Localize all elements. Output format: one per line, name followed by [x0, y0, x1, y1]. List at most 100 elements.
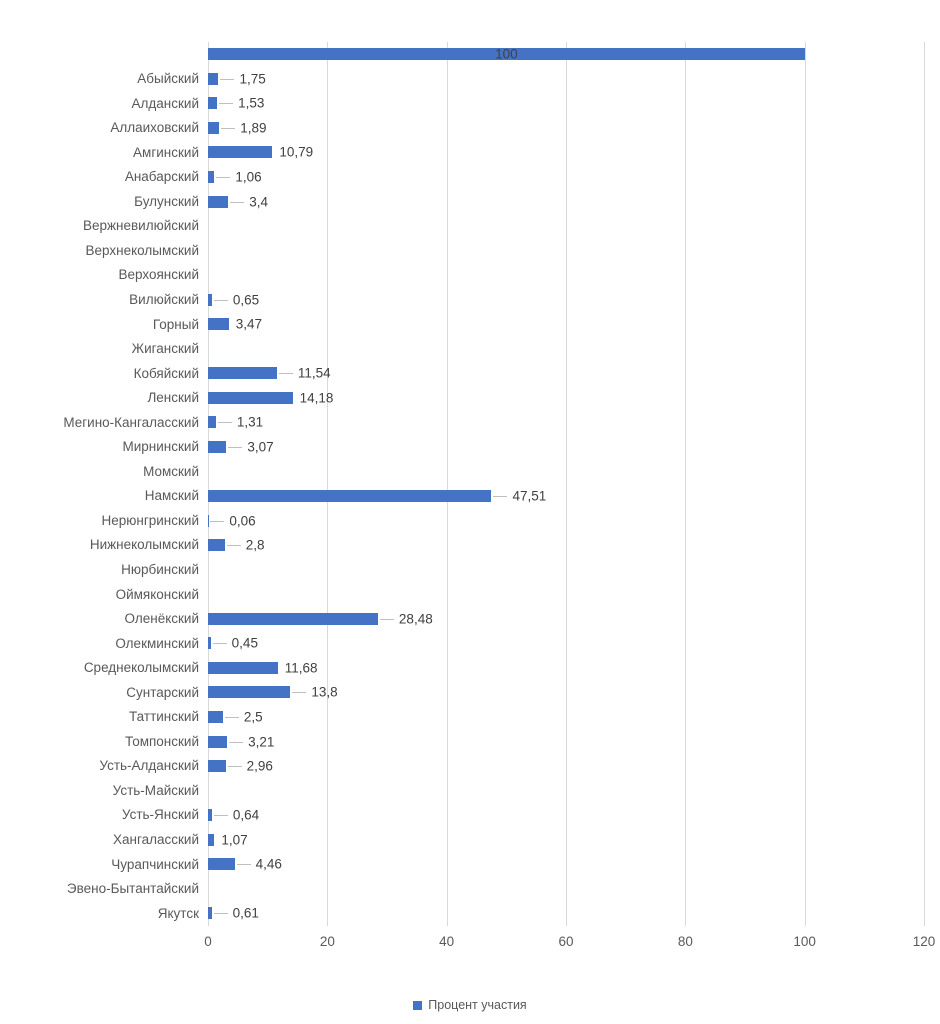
leader-line [217, 422, 232, 424]
bar-area [208, 557, 924, 582]
x-tick-label: 60 [558, 934, 574, 949]
value-label: 4,46 [255, 856, 282, 872]
value-label: 3,47 [235, 316, 262, 332]
leader-line [278, 373, 293, 375]
leader-line [292, 692, 307, 694]
bar-area: 28,48 [208, 607, 924, 632]
chart-row: Якутск 0,61 [0, 901, 924, 926]
value-label: 13,8 [311, 684, 338, 700]
value-label: 1,75 [239, 71, 266, 87]
leader-line [229, 741, 244, 743]
category-label: Усть-Майский [112, 782, 199, 798]
value-label: 3,4 [249, 193, 269, 209]
legend-label: Процент участия [428, 998, 527, 1012]
plot-area [208, 42, 925, 926]
bar-area [208, 582, 924, 607]
category-label: Булунский [134, 193, 199, 209]
gridline [924, 42, 925, 926]
category-label: Кобяйский [133, 365, 199, 381]
leader-line [213, 815, 228, 817]
chart-row: Вилюйский 0,65 [0, 287, 924, 312]
bar-area: 3,07 [208, 435, 924, 460]
value-label: 0,06 [229, 512, 256, 528]
leader-line [493, 496, 508, 498]
x-tick-label: 80 [677, 934, 693, 949]
bar [208, 735, 228, 748]
category-label: Таттинский [129, 709, 199, 725]
gridline [327, 42, 329, 926]
category-label: Амгинский [133, 144, 199, 160]
chart-row: Верхнеколымский [0, 238, 924, 263]
category-label: Аллаиховский [110, 120, 199, 136]
category-label: Мегино-Кангаласский [63, 414, 199, 430]
bar [208, 48, 805, 61]
bar-area: 1,53 [208, 91, 924, 116]
bar-area [208, 337, 924, 362]
category-label: Вержневилюйский [82, 218, 199, 234]
leader-line [227, 766, 242, 768]
value-label: 1,06 [235, 169, 262, 185]
bar [208, 490, 492, 503]
bar [208, 612, 378, 625]
leader-line [226, 545, 241, 547]
chart-row: Вержневилюйский [0, 214, 924, 239]
chart-row: Анабарский 1,06 [0, 165, 924, 190]
bar [208, 760, 226, 773]
category-label: Намский [144, 488, 199, 504]
value-label: 3,07 [247, 439, 274, 455]
gridline [208, 42, 209, 926]
value-label: 14,18 [299, 390, 334, 406]
bar-area: 11,54 [208, 361, 924, 386]
x-tick-label: 40 [439, 934, 455, 949]
leader-line [379, 618, 394, 620]
bar-area: 0,45 [208, 631, 924, 656]
bar-area: 0,06 [208, 508, 924, 533]
value-label: 10,79 [279, 144, 314, 160]
value-label: 0,61 [232, 905, 259, 921]
x-tick-label: 20 [319, 934, 335, 949]
leader-line [216, 177, 231, 178]
chart-row: Абыйский 1,75 [0, 67, 924, 92]
x-axis: 0 20 40 60 80 100 120 [0, 935, 940, 951]
x-tick-label: 0 [204, 934, 212, 949]
leader-line [220, 78, 235, 80]
chart-row: Булунский 3,4 [0, 189, 924, 214]
bar [208, 833, 215, 846]
legend: Процент участия [0, 999, 940, 1012]
bar-area: 11,68 [208, 656, 924, 681]
bar-area [208, 459, 924, 484]
chart-row: Усть-Майский [0, 778, 924, 803]
category-label: Оленёкский [124, 611, 200, 627]
bar [208, 318, 229, 331]
bar-area: 13,8 [208, 680, 924, 705]
chart-row: Оймяконский [0, 582, 924, 607]
leader-line [212, 643, 227, 645]
bar [208, 858, 235, 871]
bar [208, 171, 215, 183]
bar [208, 121, 220, 134]
chart-row: Жиганский [0, 337, 924, 362]
category-label: Чурапчинский [111, 856, 199, 872]
leader-line [213, 299, 228, 301]
value-label: 28,48 [398, 611, 433, 627]
bar-area: 3,4 [208, 189, 924, 214]
bar-area: 3,21 [208, 729, 924, 754]
category-label: Сунтарский [126, 684, 199, 700]
bar [208, 809, 212, 822]
leader-line [221, 127, 236, 129]
value-label: 0,65 [232, 291, 260, 307]
gridline [804, 42, 806, 926]
value-label: 47,51 [512, 488, 547, 504]
value-label: 2,8 [245, 537, 265, 553]
value-label: 1,31 [236, 414, 264, 430]
bar-area: 10,79 [208, 140, 924, 165]
gridline [685, 42, 687, 926]
bar-area: 2,5 [208, 705, 924, 730]
bar-area: 0,61 [208, 901, 924, 926]
bar-area: 47,51 [208, 484, 924, 509]
chart-row: Усть-Янский 0,64 [0, 803, 924, 828]
category-label: Вилюйский [129, 291, 199, 307]
chart-row: Среднеколымский 11,68 [0, 656, 924, 681]
bar-area [208, 778, 924, 803]
category-label: Хангаласский [113, 832, 199, 848]
